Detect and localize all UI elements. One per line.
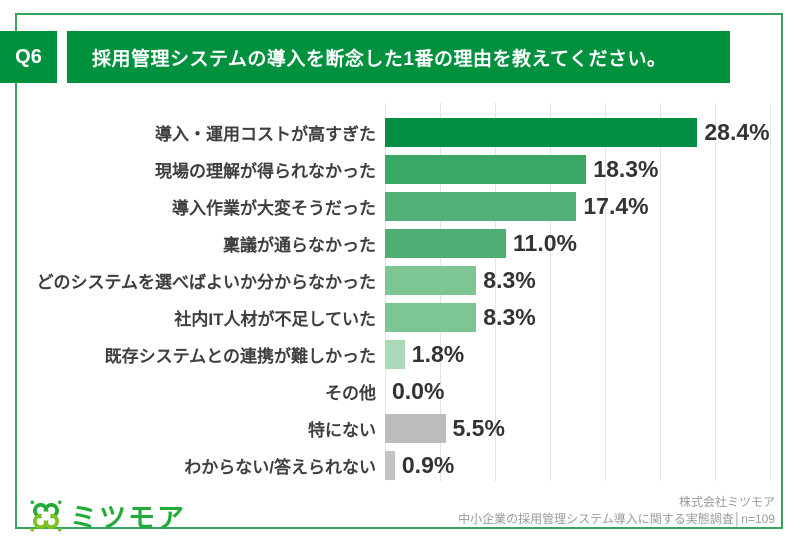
bar-track: 18.3%	[385, 155, 800, 184]
category-label: 社内IT人材が不足していた	[174, 310, 376, 329]
chart-row: 導入・運用コストが高すぎた 28.4%	[0, 114, 800, 151]
question-title-bar: 採用管理システムの導入を断念した1番の理由を教えてください。	[67, 31, 730, 83]
bar	[385, 303, 477, 332]
chart-row: 特にない 5.5%	[0, 410, 800, 447]
value-label: 5.5%	[452, 415, 505, 441]
bar-track: 0.9%	[385, 451, 800, 480]
category-label: 導入作業が大変そうだった	[172, 199, 376, 218]
chart-row: その他 0.0%	[0, 373, 800, 410]
bar-track: 1.8%	[385, 340, 800, 369]
source-attribution: 株式会社ミツモア 中小企業の採用管理システム導入に関する実態調査│n=109	[458, 494, 775, 529]
bar-chart: 導入・運用コストが高すぎた 28.4% 現場の理解が得られなかった 18.3% 導入作業…	[0, 114, 800, 484]
mitsumoa-logo: ミツモア	[30, 496, 186, 535]
category-label: 導入・運用コストが高すぎた	[155, 125, 376, 144]
mitsumoa-logo-text: ミツモア	[70, 503, 186, 533]
category-label: どのシステムを選べばよいか分からなかった	[36, 273, 377, 292]
bar-track: 0.0%	[385, 377, 800, 406]
question-number-label: Q6	[15, 45, 42, 68]
value-label: 1.8%	[411, 341, 465, 367]
gridline	[605, 103, 606, 481]
bar-track: 28.4%	[385, 118, 800, 147]
category-label: 特にない	[308, 421, 376, 440]
bar	[385, 118, 698, 147]
source-survey: 中小企業の採用管理システム導入に関する実態調査│n=109	[458, 512, 775, 527]
bar	[385, 451, 395, 480]
bar-track: 17.4%	[385, 192, 800, 221]
category-label: わからない/答えられない	[184, 458, 376, 477]
value-label: 18.3%	[593, 156, 659, 182]
value-label: 0.0%	[392, 378, 445, 404]
value-label: 0.9%	[401, 452, 455, 478]
mitsumoa-logo-icon	[30, 499, 62, 532]
question-title: 採用管理システムの導入を断念した1番の理由を教えてください。	[92, 48, 667, 70]
gridline	[770, 103, 771, 481]
value-label: 8.3%	[483, 304, 536, 330]
chart-row: どのシステムを選べばよいか分からなかった 8.3%	[0, 262, 800, 299]
bar-track: 8.3%	[385, 266, 800, 295]
gridline	[550, 103, 551, 481]
category-label: 現場の理解が得られなかった	[155, 162, 376, 181]
bar-track: 5.5%	[385, 414, 800, 443]
chart-row: わからない/答えられない 0.9%	[0, 447, 800, 484]
bar	[385, 155, 587, 184]
bar	[385, 340, 405, 369]
bar	[385, 229, 506, 258]
chart-row: 社内IT人材が不足していた 8.3%	[0, 299, 800, 336]
bar	[385, 266, 477, 295]
bar	[385, 414, 446, 443]
bar-track: 11.0%	[385, 229, 800, 258]
gridline	[495, 103, 496, 481]
bar	[385, 192, 577, 221]
category-label: 既存システムとの連携が難しかった	[104, 347, 376, 366]
chart-row: 既存システムとの連携が難しかった 1.8%	[0, 336, 800, 373]
question-number-badge: Q6	[0, 31, 57, 83]
gridline	[715, 103, 716, 481]
chart-row: 導入作業が大変そうだった 17.4%	[0, 188, 800, 225]
chart-row: 稟議が通らなかった 11.0%	[0, 225, 800, 262]
value-label: 17.4%	[583, 193, 649, 219]
gridline	[660, 103, 661, 481]
category-label: 稟議が通らなかった	[223, 236, 376, 255]
chart-row: 現場の理解が得られなかった 18.3%	[0, 151, 800, 188]
source-company: 株式会社ミツモア	[678, 495, 775, 509]
value-label: 11.0%	[513, 230, 577, 256]
bar-track: 8.3%	[385, 303, 800, 332]
value-label: 28.4%	[704, 119, 770, 145]
value-label: 8.3%	[483, 267, 536, 293]
category-label: その他	[325, 384, 376, 403]
